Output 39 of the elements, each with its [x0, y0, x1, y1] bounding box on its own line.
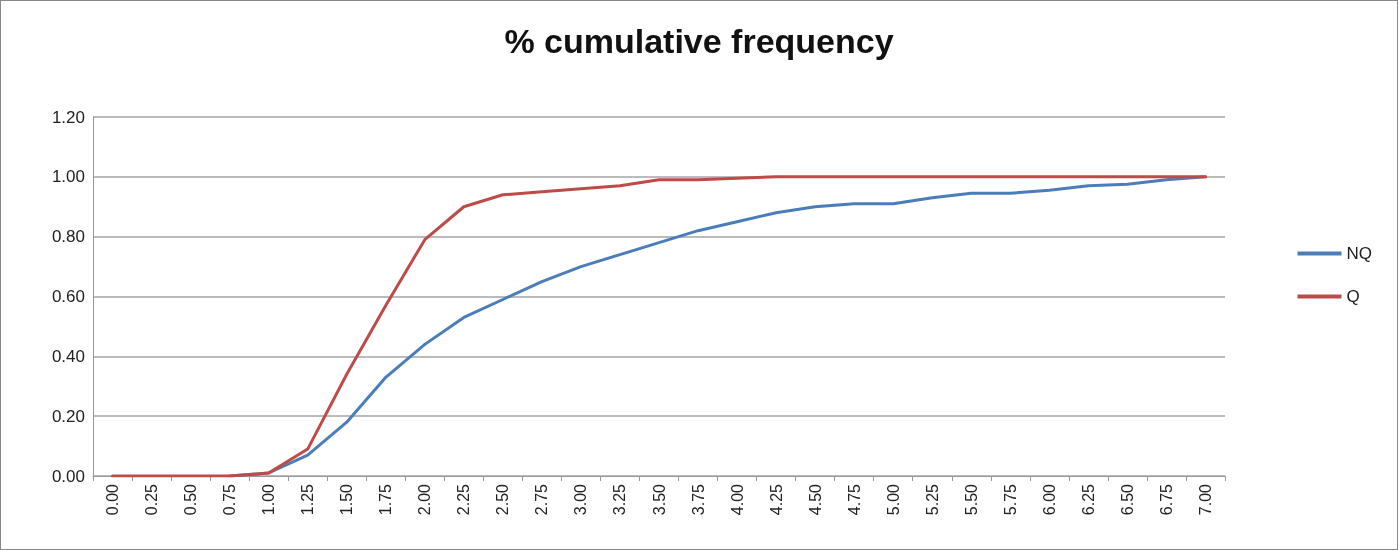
x-tick-label: 6.00 — [1040, 483, 1058, 516]
x-tick-label: 0.75 — [221, 483, 239, 516]
x-tick-label: 2.00 — [416, 483, 434, 516]
x-tick-label: 1.00 — [260, 483, 278, 516]
x-tick-label: 4.00 — [728, 483, 746, 516]
x-tick-label: 0.00 — [104, 483, 122, 516]
x-tick-label: 4.75 — [845, 483, 863, 516]
x-tick-label: 6.50 — [1118, 483, 1136, 516]
x-tick-label: 4.25 — [767, 483, 785, 516]
y-tick-label: 0.40 — [51, 346, 85, 366]
x-tick-label: 0.25 — [143, 483, 161, 516]
y-tick-label: 0.80 — [51, 227, 85, 247]
x-tick-label: 4.50 — [806, 483, 824, 516]
x-tick-label: 1.25 — [299, 483, 317, 516]
y-tick-label: 0.60 — [51, 287, 85, 306]
y-tick-label: 0.00 — [51, 466, 85, 486]
x-tick-label: 5.25 — [923, 483, 941, 516]
x-tick-label: 5.50 — [962, 483, 980, 516]
x-tick-label: 2.25 — [455, 483, 473, 516]
x-tick-label: 5.00 — [884, 483, 902, 516]
y-tick-label: 0.20 — [51, 406, 85, 426]
x-tick-label: 1.75 — [377, 483, 395, 516]
x-tick-label: 3.75 — [689, 483, 707, 516]
legend-label: NQ — [1346, 244, 1372, 263]
legend-label: Q — [1346, 287, 1360, 306]
x-tick-label: 3.50 — [650, 483, 668, 516]
x-tick-label: 3.25 — [611, 483, 629, 516]
x-tick-label: 7.00 — [1196, 483, 1214, 516]
y-tick-label: 1.20 — [51, 107, 85, 127]
chart-title: % cumulative frequency — [504, 22, 894, 60]
x-tick-label: 6.75 — [1157, 483, 1175, 516]
x-tick-label: 0.50 — [182, 483, 200, 516]
x-tick-label: 6.25 — [1079, 483, 1097, 516]
x-tick-label: 2.50 — [494, 483, 512, 516]
x-tick-label: 2.75 — [533, 483, 551, 516]
y-tick-label: 1.00 — [51, 167, 85, 187]
x-tick-label: 1.50 — [338, 483, 356, 516]
x-tick-label: 5.75 — [1001, 483, 1019, 516]
x-tick-label: 3.00 — [572, 483, 590, 516]
